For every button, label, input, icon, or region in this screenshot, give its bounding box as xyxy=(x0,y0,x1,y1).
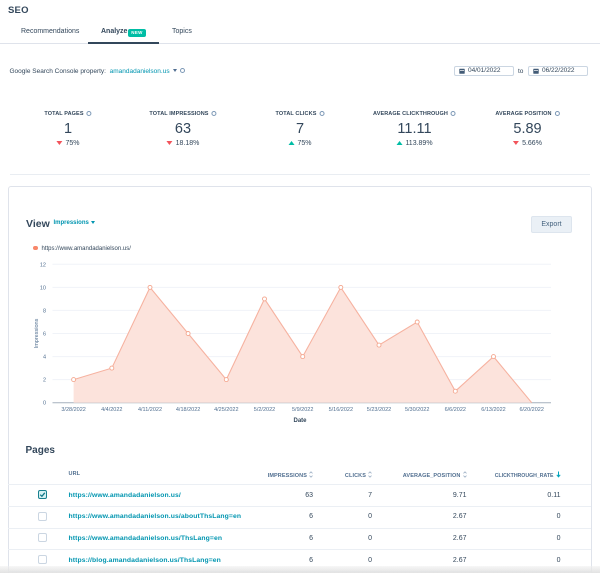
svg-text:5/9/2022: 5/9/2022 xyxy=(292,407,313,413)
svg-text:6/13/2022: 6/13/2022 xyxy=(481,407,505,413)
svg-text:12: 12 xyxy=(40,262,46,268)
svg-text:Impressions: Impressions xyxy=(34,318,40,348)
svg-text:5/16/2022: 5/16/2022 xyxy=(329,407,353,413)
svg-text:2: 2 xyxy=(43,378,46,384)
svg-text:4/4/2022: 4/4/2022 xyxy=(101,407,122,413)
svg-text:4/25/2022: 4/25/2022 xyxy=(214,407,238,413)
svg-text:6/20/2022: 6/20/2022 xyxy=(519,407,543,413)
svg-text:5/23/2022: 5/23/2022 xyxy=(367,407,391,413)
svg-text:5/2/2022: 5/2/2022 xyxy=(254,407,275,413)
svg-text:8: 8 xyxy=(43,308,46,314)
svg-text:3/28/2022: 3/28/2022 xyxy=(61,407,85,413)
svg-text:0: 0 xyxy=(43,401,46,407)
svg-text:5/30/2022: 5/30/2022 xyxy=(405,407,429,413)
svg-text:4/18/2022: 4/18/2022 xyxy=(176,407,200,413)
svg-text:6: 6 xyxy=(43,332,46,338)
svg-text:Date: Date xyxy=(293,418,307,424)
svg-text:10: 10 xyxy=(40,285,46,291)
svg-text:6/6/2022: 6/6/2022 xyxy=(445,407,466,413)
svg-text:4/11/2022: 4/11/2022 xyxy=(138,407,162,413)
svg-text:4: 4 xyxy=(43,355,46,361)
